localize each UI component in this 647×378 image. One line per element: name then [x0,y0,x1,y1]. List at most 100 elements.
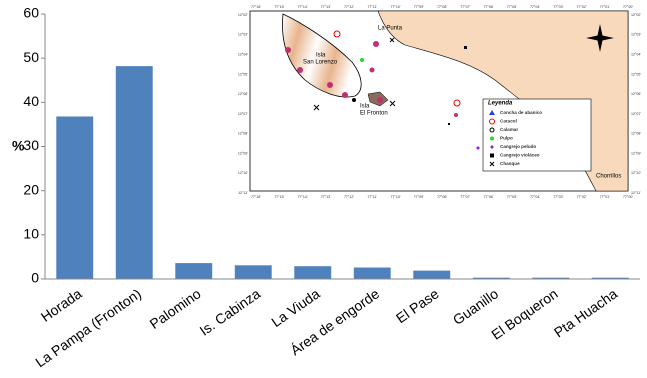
bar [234,265,272,279]
map-lat-label: 12°09' [631,151,641,155]
bar [294,266,332,279]
x-tick-label: El Pase [393,285,442,326]
map-legend-item: Caracol [500,119,517,124]
y-axis-label: % [12,138,25,154]
map-lat-label: 12°08' [631,132,641,136]
x-tick-label: Horada [38,285,85,325]
y-tick-label: 50 [23,49,39,65]
legend-symbol [489,110,495,115]
map-lon-label: 77°06' [483,195,493,199]
bar [591,277,629,279]
bar [175,263,213,279]
map-lat-label: 12°06' [631,92,641,96]
map-label: Chorrillos [596,174,621,180]
map-lon-label: 77°06' [483,5,493,9]
map-lon-label: 77°04' [530,5,540,9]
map-legend-item: Concha de abanico [500,110,542,115]
map-lon-label: 77°16' [251,195,261,199]
map-lat-label: 12°10' [631,171,641,175]
map-lat-label: 12°05' [238,72,248,76]
x-tick-label: Palomino [147,285,204,332]
map-lat-label: 12°02' [631,13,641,17]
x-tick-label: Guanillo [450,285,501,328]
map-lon-label: 77°02' [576,5,586,9]
x-tick-label: Is. Cabinza [197,285,264,338]
map-label: Isla [360,104,370,110]
map-lat-label: 12°04' [631,53,641,57]
map-lat-label: 12°06' [238,92,248,96]
map-lat-label: 12°03' [238,33,248,37]
map-lat-label: 12°11' [238,191,248,195]
map-lon-label: 77°08' [437,195,447,199]
bar [353,267,391,279]
bar [115,66,153,279]
map-lat-label: 12°10' [238,171,248,175]
map-lat-label: 12°04' [238,53,248,57]
map-label: San Lorenzo [303,60,338,66]
legend-symbol [489,127,495,133]
bar [472,277,510,279]
map-lon-label: 77°09' [414,195,424,199]
map-lon-label: 77°00' [623,5,633,9]
y-tick-label: 20 [23,181,39,197]
map-legend [482,98,592,172]
map-lon-label: 77°11' [367,195,377,199]
map-lon-label: 77°04' [530,195,540,199]
bar [56,116,94,279]
san-lorenzo-island [282,13,362,98]
legend-symbol [490,136,494,141]
map-label: El Fronton [360,111,388,117]
map-lat-label: 12°08' [238,132,248,136]
map-lat-label: 12°03' [631,33,641,37]
map-lon-label: 77°15' [274,5,284,9]
map-lon-label: 77°14' [297,195,307,199]
bar [413,270,451,279]
map-lat-label: 12°05' [631,72,641,76]
y-tick-label: 40 [23,93,39,109]
y-tick-label: 60 [23,5,39,21]
map-lat-label: 12°07' [238,112,248,116]
map-lon-label: 77°01' [600,195,610,199]
legend-symbol [489,118,495,125]
map-lon-label: 77°16' [251,5,261,9]
y-tick-label: 10 [23,226,39,242]
map-markers [285,24,614,150]
map-lon-label: 77°05' [507,195,517,199]
map-lon-label: 77°12' [344,195,354,199]
x-tick-label: El Boqueron [488,285,560,342]
map-label: La Punta [378,26,403,32]
map-legend-item: Calamar [500,127,518,132]
map-lon-label: 77°13' [321,195,331,199]
legend-symbol [490,145,494,149]
map-lon-label: 77°05' [507,5,517,9]
bar [532,277,570,279]
map-inset: Isla San Lorenzo La Punta Isla El Fronto… [238,3,641,203]
map-lon-label: 77°10' [390,195,400,199]
map-legend-title: Leyenda [488,101,513,107]
map-lat-label: 12°07' [631,112,641,116]
map-lon-label: 77°07' [460,5,470,9]
map-legend-item: Chanque [500,161,520,166]
y-tick-label: 30 [23,137,39,153]
map-lon-label: 77°01' [600,5,610,9]
map-lon-label: 77°11' [367,5,377,9]
map-legend-item: Pulpo [500,136,513,141]
map-lon-label: 77°03' [553,5,563,9]
x-tick-label: La Pampa (Fronton) [32,285,144,370]
legend-symbol [490,153,494,158]
x-tick-label: La Viuda [268,285,322,330]
x-tick-label: Pta Huacha [551,285,620,340]
map-lon-label: 77°10' [390,5,400,9]
map-lon-label: 77°02' [576,195,586,199]
map-lon-label: 77°07' [460,195,470,199]
map-lon-label: 77°00' [623,195,633,199]
map-lat-label: 12°11' [631,191,641,195]
map-lon-label: 77°03' [553,195,563,199]
map-lon-label: 77°09' [414,5,424,9]
y-tick-label: 0 [31,270,39,286]
map-lon-label: 77°12' [344,5,354,9]
map-lat-label: 12°02' [238,13,248,17]
map-lon-label: 77°13' [321,5,331,9]
map-lon-label: 77°08' [437,5,447,9]
